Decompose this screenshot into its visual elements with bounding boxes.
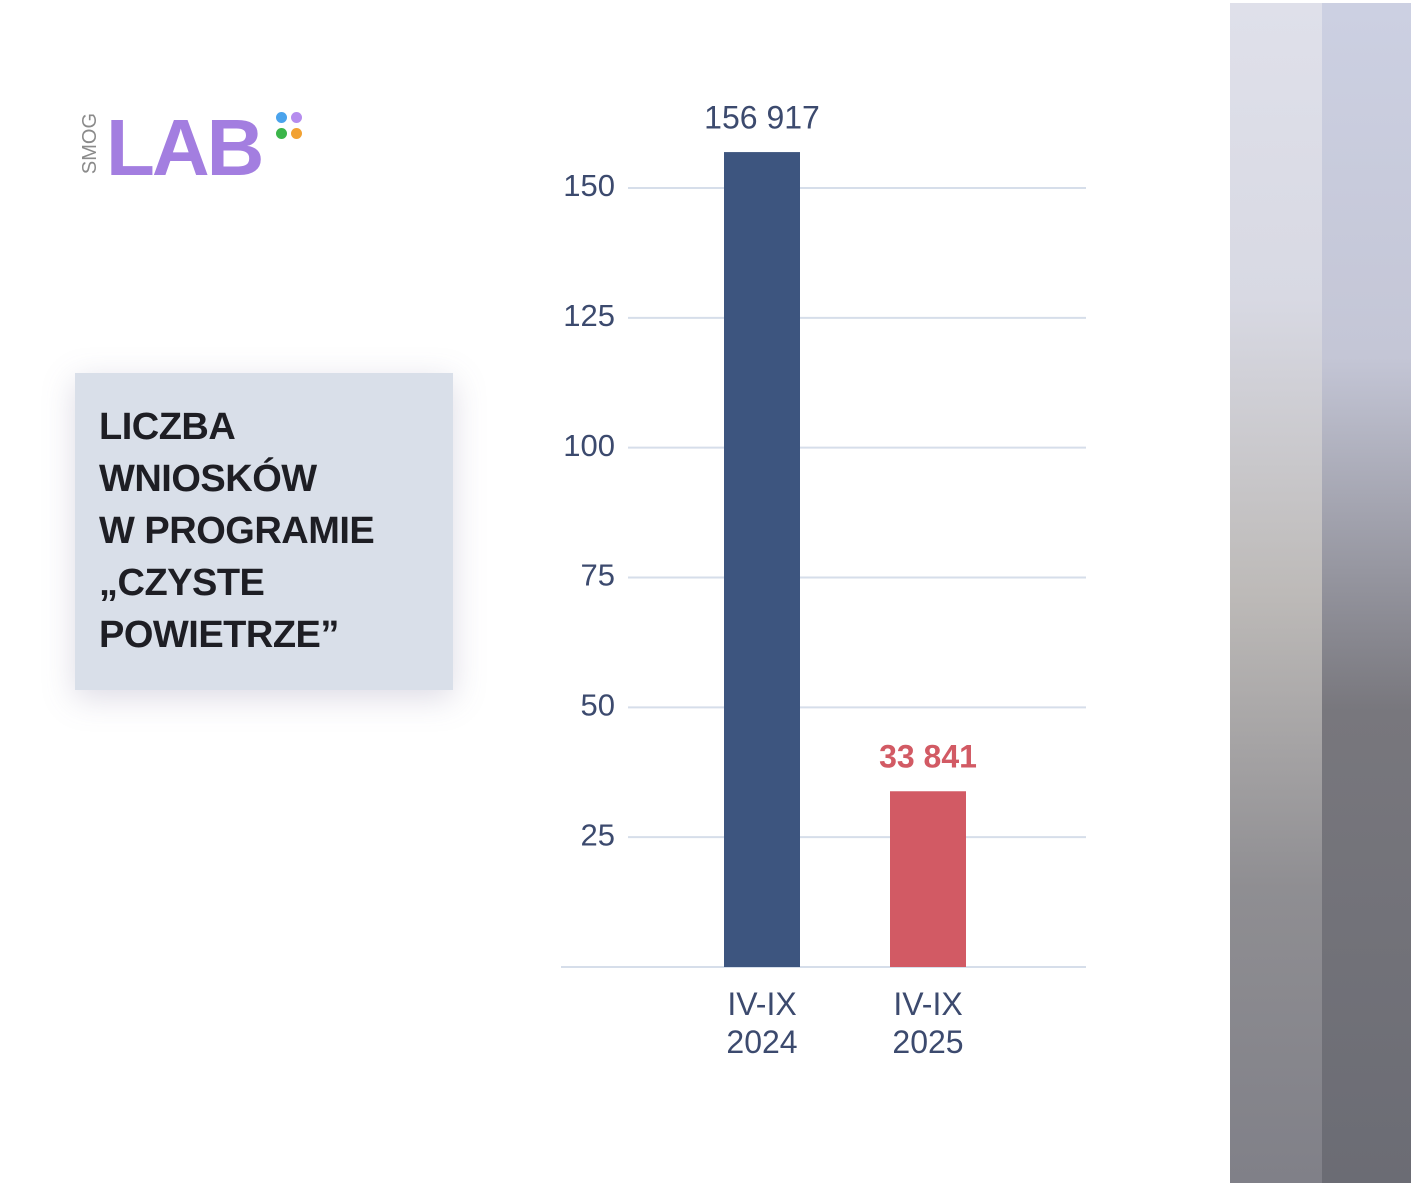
- y-tick-label: 125: [563, 298, 615, 333]
- bar: [724, 152, 800, 968]
- value-label: 33 841: [879, 739, 977, 775]
- title-line: W PROGRAMIE: [99, 510, 375, 552]
- y-tick-label: 50: [581, 688, 615, 723]
- y-tick-label: 75: [581, 558, 615, 593]
- y-tick-label: 100: [563, 428, 615, 463]
- title-line: „CZYSTE: [99, 562, 265, 604]
- y-tick-label: 25: [581, 817, 615, 852]
- logo-big: LAB: [106, 103, 264, 192]
- title: LICZBA WNIOSKÓW W PROGRAMIE „CZYSTE POWIETRZ…: [99, 401, 375, 661]
- bar: [890, 791, 966, 967]
- x-tick-label: IV-IX 2024: [726, 986, 798, 1060]
- title-line: LICZBA: [99, 406, 236, 448]
- x-tick-label: IV-IX 2025: [892, 986, 964, 1060]
- title-line: WNIOSKÓW: [99, 458, 317, 500]
- title-line: POWIETRZE”: [99, 614, 339, 656]
- title-box: LICZBA WNIOSKÓW W PROGRAMIE „CZYSTE POWIETRZ…: [75, 373, 453, 690]
- value-label: 156 917: [704, 100, 820, 136]
- photo-strip-dark: [1322, 3, 1411, 1183]
- y-tick-label: 150: [563, 168, 615, 203]
